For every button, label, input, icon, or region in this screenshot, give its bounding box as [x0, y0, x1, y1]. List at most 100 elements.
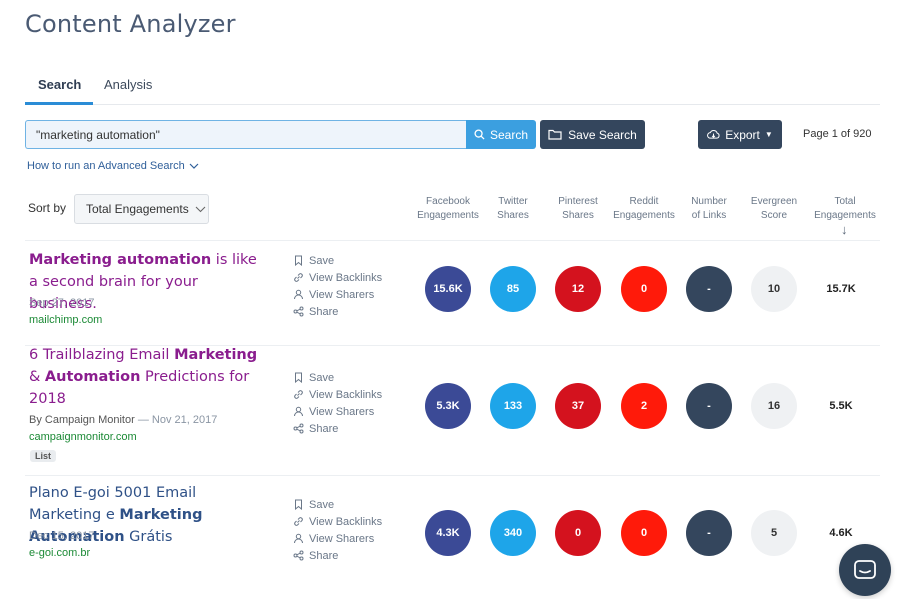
- save-action[interactable]: Save: [293, 252, 382, 269]
- evergreen-score-badge: 5: [751, 510, 797, 556]
- chevron-down-icon: [189, 163, 199, 169]
- column-header-pinterest[interactable]: Pinterest Shares: [558, 196, 598, 221]
- view-backlinks-action-label: View Backlinks: [309, 271, 383, 284]
- result-domain[interactable]: mailchimp.com: [29, 314, 103, 326]
- user-icon: [294, 289, 303, 300]
- view-sharers-action[interactable]: View Sharers: [293, 530, 382, 547]
- view-backlinks-action-label: View Backlinks: [309, 388, 383, 401]
- share-action-label: Share: [309, 422, 339, 435]
- view-backlinks-action[interactable]: View Backlinks: [293, 386, 382, 403]
- share-icon: [293, 306, 304, 317]
- row-divider: [25, 475, 880, 476]
- link-icon: [294, 390, 303, 399]
- sort-selected-value: Total Engagements: [86, 202, 189, 216]
- facebook-engagements-badge[interactable]: 15.6K: [425, 266, 471, 312]
- save-action-label: Save: [309, 498, 335, 511]
- search-button-label: Search: [489, 127, 529, 142]
- facebook-engagements-badge[interactable]: 5.3K: [425, 383, 471, 429]
- save-action-label: Save: [309, 254, 335, 267]
- twitter-shares-badge[interactable]: 340: [490, 510, 536, 556]
- export-label: Export: [725, 127, 760, 142]
- save-search-label: Save Search: [568, 127, 637, 142]
- result-meta: Sep 27, 2017: [29, 297, 94, 309]
- reddit-engagements-badge[interactable]: 2: [621, 383, 667, 429]
- evergreen-score-badge: 10: [751, 266, 797, 312]
- column-header-total[interactable]: Total Engagements: [814, 196, 876, 221]
- save-action[interactable]: Save: [293, 496, 382, 513]
- view-sharers-action-label: View Sharers: [309, 532, 375, 545]
- result-meta: By Campaign Monitor — Nov 21, 2017: [29, 414, 217, 426]
- total-engagements-value: 5.5K: [829, 400, 853, 412]
- view-backlinks-action[interactable]: View Backlinks: [293, 513, 382, 530]
- chat-icon: [854, 560, 876, 579]
- pinterest-shares-badge[interactable]: 12: [555, 266, 601, 312]
- tab-bar: Search Analysis: [25, 70, 880, 105]
- twitter-shares-badge[interactable]: 133: [490, 383, 536, 429]
- save-action[interactable]: Save: [293, 369, 382, 386]
- title-keyword: Marketing: [174, 347, 258, 363]
- result-actions: Save View Backlinks View Sharers Share: [293, 369, 382, 437]
- export-button[interactable]: Export ▼: [698, 120, 782, 149]
- search-button[interactable]: Search: [466, 120, 536, 149]
- view-sharers-action-label: View Sharers: [309, 405, 375, 418]
- result-domain[interactable]: campaignmonitor.com: [29, 431, 137, 443]
- share-action-label: Share: [309, 549, 339, 562]
- sort-dropdown[interactable]: Total Engagements: [74, 194, 209, 224]
- title-text: Predictions for 2018: [29, 369, 250, 407]
- link-icon: [294, 273, 303, 282]
- column-header-facebook[interactable]: Facebook Engagements: [417, 196, 479, 221]
- sort-label: Sort by: [28, 201, 67, 215]
- result-date: Dec 15, 2017: [29, 530, 95, 542]
- column-header-evergreen[interactable]: Evergreen Score: [750, 196, 798, 221]
- title-text: is like a second brain for your business…: [29, 252, 257, 312]
- tab-analysis[interactable]: Analysis: [104, 77, 153, 92]
- title-text: Grátis: [124, 529, 173, 545]
- result-date: Sep 27, 2017: [29, 297, 95, 309]
- facebook-engagements-badge[interactable]: 4.3K: [425, 510, 471, 556]
- bookmark-icon: [295, 372, 302, 383]
- share-action[interactable]: Share: [293, 547, 382, 564]
- row-divider: [25, 240, 880, 241]
- total-engagements-value: 4.6K: [829, 527, 853, 539]
- advanced-search-link[interactable]: How to run an Advanced Search: [27, 160, 199, 172]
- share-icon: [293, 550, 304, 561]
- result-title-link[interactable]: Plano E-goi 5001 Email Marketing e Marke…: [29, 482, 269, 548]
- result-author[interactable]: By Campaign Monitor: [29, 414, 135, 426]
- save-search-button[interactable]: Save Search: [540, 120, 645, 149]
- column-header-reddit[interactable]: Reddit Engagements: [613, 196, 675, 221]
- folder-icon: [548, 129, 562, 140]
- column-header-twitter[interactable]: Twitter Shares: [497, 196, 529, 221]
- result-title-link[interactable]: 6 Trailblazing Email Marketing & Automat…: [29, 344, 269, 410]
- result-date: Nov 21, 2017: [151, 414, 218, 426]
- bookmark-icon: [295, 499, 302, 510]
- share-action-label: Share: [309, 305, 339, 318]
- number-of-links-badge: -: [686, 266, 732, 312]
- share-action[interactable]: Share: [293, 303, 382, 320]
- result-domain[interactable]: e-goi.com.br: [29, 547, 91, 559]
- column-header-links[interactable]: Number of Links: [691, 196, 727, 221]
- user-icon: [294, 533, 303, 544]
- pinterest-shares-badge[interactable]: 37: [555, 383, 601, 429]
- share-action[interactable]: Share: [293, 420, 382, 437]
- chat-widget-button[interactable]: [839, 544, 891, 596]
- pinterest-shares-badge[interactable]: 0: [555, 510, 601, 556]
- share-icon: [293, 423, 304, 434]
- advanced-search-label: How to run an Advanced Search: [27, 160, 185, 172]
- search-input[interactable]: [25, 120, 467, 149]
- result-title-link[interactable]: Marketing automation is like a second br…: [29, 249, 269, 315]
- result-actions: Save View Backlinks View Sharers Share: [293, 252, 382, 320]
- view-backlinks-action-label: View Backlinks: [309, 515, 383, 528]
- view-backlinks-action[interactable]: View Backlinks: [293, 269, 382, 286]
- view-sharers-action[interactable]: View Sharers: [293, 403, 382, 420]
- user-icon: [294, 406, 303, 417]
- title-keyword: Marketing Automation: [29, 507, 203, 545]
- caret-down-icon: ▼: [764, 130, 773, 139]
- tab-search[interactable]: Search: [38, 77, 82, 92]
- twitter-shares-badge[interactable]: 85: [490, 266, 536, 312]
- reddit-engagements-badge[interactable]: 0: [621, 266, 667, 312]
- view-sharers-action[interactable]: View Sharers: [293, 286, 382, 303]
- bookmark-icon: [295, 255, 302, 266]
- meta-separator: —: [134, 414, 152, 426]
- reddit-engagements-badge[interactable]: 0: [621, 510, 667, 556]
- page-title: Content Analyzer: [25, 10, 236, 38]
